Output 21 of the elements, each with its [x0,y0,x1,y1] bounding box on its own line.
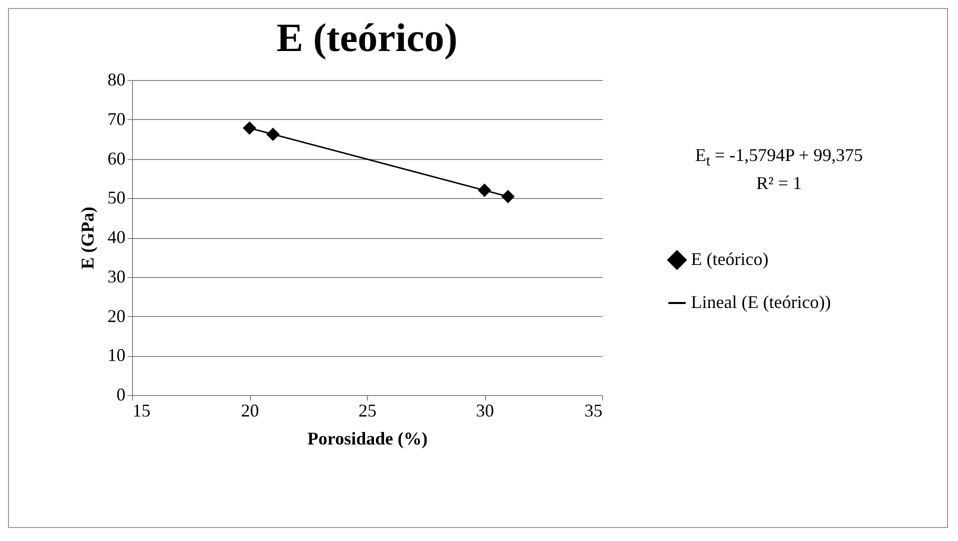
y-tick-label: 10 [108,345,126,366]
x-tick-label: 30 [476,400,494,420]
y-tick-label: 80 [108,70,126,90]
y-tick-label: 50 [108,188,126,208]
x-tick-label: 15 [132,400,150,420]
text: R² = 1 [755,172,803,196]
text: E$_{t}$ = -1,5794P + 99,375 [694,144,864,172]
y-tick-label: 70 [108,108,126,129]
x-tick-label: 35 [584,400,602,420]
y-tick-label: 20 [108,306,126,326]
y-tick-label: 30 [108,266,126,286]
x-tick-label: 20 [241,400,259,420]
chart-title: E (teórico) [276,15,458,60]
x-tick-label: 25 [358,400,376,420]
y-axis-title: E (GPa) [78,206,98,270]
y-tick-label: 60 [108,148,126,168]
legend-label: Lineal (E (teórico)) [691,292,831,312]
legend-label: E (teórico) [691,249,768,269]
y-tick-label: 40 [108,227,126,247]
x-axis-title: Porosidade (%) [307,428,428,448]
y-tick-label: 0 [116,384,126,404]
